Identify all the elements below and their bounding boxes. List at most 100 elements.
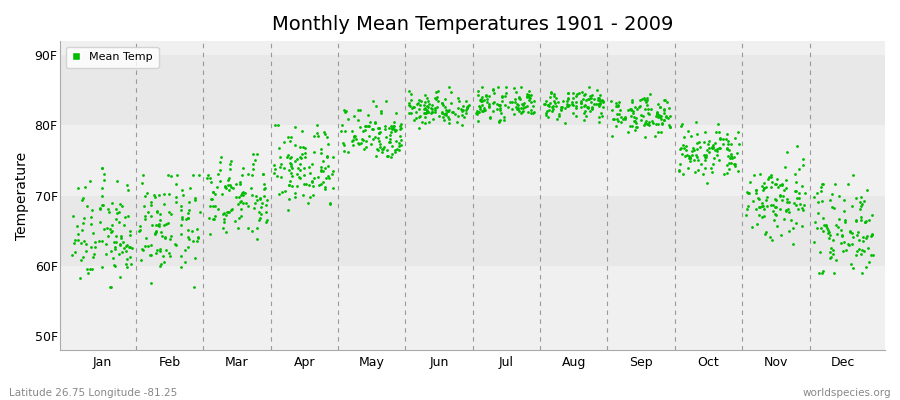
Point (825, 251, 840, 257)
Point (823, 235, 837, 242)
Point (520, 90, 535, 97)
Point (712, 144, 726, 151)
Point (368, 134, 382, 140)
Point (690, 131, 705, 137)
Point (517, 100, 531, 106)
Point (148, 250, 163, 256)
Point (259, 216, 274, 223)
Point (93, 205, 107, 211)
Point (638, 134, 652, 140)
Point (708, 147, 723, 154)
Point (188, 254, 202, 261)
Point (292, 154, 307, 160)
Point (267, 166, 282, 172)
Point (202, 215, 217, 222)
Point (611, 118, 625, 124)
Point (409, 115, 423, 122)
Point (662, 113, 677, 119)
Point (249, 197, 264, 204)
Point (721, 152, 735, 159)
Point (193, 208, 207, 215)
Point (154, 261, 168, 268)
Point (403, 110, 418, 116)
Point (493, 106, 508, 113)
Point (472, 92, 486, 98)
Point (320, 154, 335, 160)
Point (616, 116, 630, 122)
Point (422, 119, 436, 126)
Point (101, 232, 115, 239)
Point (215, 191, 230, 197)
Point (78, 248, 93, 254)
Point (851, 229, 866, 235)
Point (435, 110, 449, 116)
Point (174, 222, 188, 228)
Point (722, 147, 736, 153)
Point (204, 196, 219, 202)
Point (554, 105, 568, 112)
Point (248, 157, 263, 163)
Point (789, 178, 804, 185)
Point (565, 110, 580, 117)
Point (716, 171, 731, 177)
Point (108, 246, 122, 252)
Point (138, 216, 152, 222)
Point (461, 102, 475, 109)
Point (591, 94, 606, 101)
Point (424, 105, 438, 111)
Point (760, 194, 775, 201)
Point (519, 92, 534, 99)
Point (87, 238, 102, 245)
Point (592, 114, 607, 120)
Point (121, 213, 135, 219)
Point (70, 223, 85, 229)
Point (547, 100, 562, 106)
Point (713, 145, 727, 151)
Point (679, 147, 693, 154)
Point (689, 152, 704, 158)
Point (371, 125, 385, 132)
Bar (60, 196, 885, 266)
Point (834, 232, 849, 239)
Point (727, 154, 742, 160)
Point (110, 210, 124, 216)
Point (699, 146, 714, 153)
Point (153, 210, 167, 217)
Point (544, 89, 558, 96)
Point (236, 199, 250, 206)
Point (254, 211, 268, 218)
Point (362, 133, 376, 139)
Point (84, 221, 98, 228)
Point (418, 105, 432, 111)
Point (655, 121, 670, 128)
Point (325, 171, 339, 177)
Point (644, 106, 658, 112)
Point (460, 105, 474, 112)
Point (549, 103, 563, 110)
Point (290, 183, 304, 189)
Point (711, 121, 725, 127)
Point (662, 105, 676, 111)
Point (190, 238, 204, 244)
Point (585, 91, 599, 98)
Point (310, 122, 324, 129)
Point (576, 96, 590, 102)
Point (232, 181, 247, 187)
Point (112, 274, 127, 280)
Point (739, 212, 753, 218)
Point (620, 107, 634, 113)
Point (239, 200, 254, 206)
Point (153, 246, 167, 252)
Point (388, 110, 402, 116)
Point (846, 264, 860, 271)
Point (758, 231, 772, 237)
Point (376, 144, 391, 150)
Point (94, 202, 109, 209)
Point (404, 97, 419, 103)
Point (284, 161, 299, 167)
Point (486, 108, 500, 114)
Point (112, 251, 126, 258)
Point (234, 213, 248, 219)
Point (592, 101, 607, 107)
Point (702, 145, 716, 151)
